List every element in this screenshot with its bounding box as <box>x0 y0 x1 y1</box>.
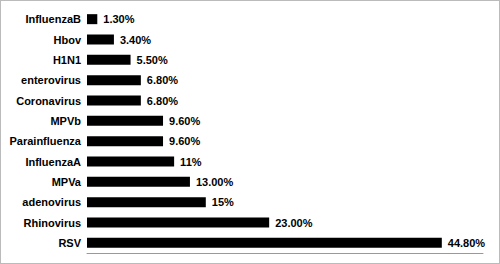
svg-text:11%: 11% <box>180 156 202 168</box>
svg-text:15%: 15% <box>212 196 234 208</box>
svg-text:Coronavirus: Coronavirus <box>16 95 81 107</box>
svg-text:3.40%: 3.40% <box>120 34 151 46</box>
svg-text:Hbov: Hbov <box>54 34 82 46</box>
svg-text:6.80%: 6.80% <box>147 74 178 86</box>
svg-text:1.30%: 1.30% <box>103 13 134 25</box>
svg-text:6.80%: 6.80% <box>147 95 178 107</box>
svg-text:Parainfluenza: Parainfluenza <box>9 135 81 147</box>
svg-text:InfluenzaB: InfluenzaB <box>25 13 81 25</box>
svg-text:RSV: RSV <box>58 237 81 249</box>
svg-text:enterovirus: enterovirus <box>21 74 81 86</box>
svg-text:5.50%: 5.50% <box>137 54 168 66</box>
svg-text:H1N1: H1N1 <box>53 54 81 66</box>
svg-text:MPVa: MPVa <box>52 176 82 188</box>
svg-text:23.00%: 23.00% <box>275 217 313 229</box>
svg-text:9.60%: 9.60% <box>169 135 200 147</box>
svg-text:MPVb: MPVb <box>50 115 81 127</box>
svg-text:InfluenzaA: InfluenzaA <box>25 156 81 168</box>
svg-text:9.60%: 9.60% <box>169 115 200 127</box>
svg-text:13.00%: 13.00% <box>196 176 234 188</box>
svg-text:44.80%: 44.80% <box>448 237 486 249</box>
svg-text:Rhinovirus: Rhinovirus <box>24 217 81 229</box>
svg-text:adenovirus: adenovirus <box>22 196 81 208</box>
